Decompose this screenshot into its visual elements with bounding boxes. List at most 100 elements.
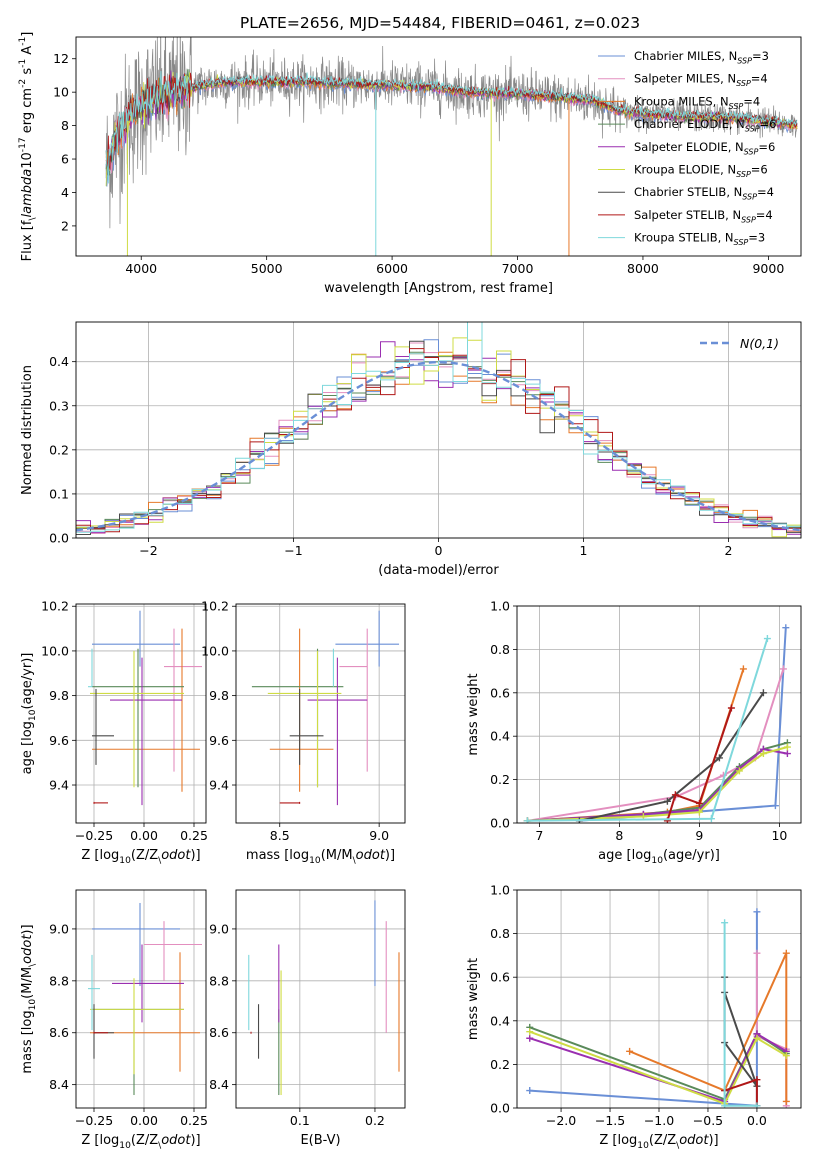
errorbar-point [92,628,200,792]
errorbar-point [110,657,182,806]
errorbar-point [289,688,324,765]
mass-weight-marker [715,754,723,762]
y-tick-label: 9.0 [209,921,229,936]
y-tick-label: 0.0 [490,1101,510,1116]
errorbar-point [144,921,202,981]
x-tick-label: 10 [771,828,787,843]
residuals-plot-area [76,322,801,538]
y-tick-label: 8.6 [49,1025,69,1040]
mass-weight-marker [753,1034,761,1042]
mass_vs_ebv-axes: 0.1 0.2 8.4 8.6 8.8 9.0 E(B-V) [209,890,405,1148]
errorbar-point [92,648,184,788]
legend-entry: Salpeter ELODIE, NSSP=6 [634,140,775,156]
legend-entry: Chabrier STELIB, NSSP=4 [634,185,774,201]
y-tick-label: 0.4 [49,354,69,369]
mass-weight-marker [782,624,790,632]
mass-weight-marker [526,1034,534,1042]
observed-spectrum-line [105,37,798,229]
y-axis-label: mass weight [466,673,481,755]
x-axis-label: E(B-V) [300,1133,340,1148]
x-axis-label: age [log10(age/yr)] [598,848,720,866]
mass-weight-line [666,707,733,822]
mass-weight-line [527,746,788,822]
x-tick-label: 8.5 [270,828,290,843]
x-tick-label: 4000 [125,261,157,276]
y-tick-label: 9.4 [209,778,229,793]
y-tick-label: 9.8 [209,688,229,703]
legend-entry: Kroupa MILES, NSSP=4 [634,94,760,110]
x-tick-label: 0.0 [747,1113,767,1128]
mass-weight-marker [753,949,761,957]
y-tick-label: 8.8 [209,973,229,988]
mass-weight-marker [782,949,790,957]
x-tick-label: 1 [580,543,588,558]
errorbar-point [307,657,368,806]
mass-weight-marker [759,750,767,758]
mass-weight-marker [523,817,531,823]
mass_vs_Z-frame [75,889,207,1109]
x-tick-label: 0.00 [130,828,158,843]
y-axis-label: mass weight [466,958,481,1040]
errorbar-point [112,944,184,1023]
normal-pdf-curve [76,360,801,532]
spectrum-axes: 4000 5000 6000 7000 8000 9000 2 4 6 8 10 12 waveleng… [18,32,784,296]
x-tick-label: 6000 [376,261,408,276]
mass_vs_ebv-plot-area [248,900,400,1096]
mass-weight-marker [721,1102,729,1108]
y-axis-label: Flux [f\lambda10-17 erg cm-2 s-1 A-1] [18,32,38,262]
age_vs_Z-frame [75,603,207,824]
age_vs_Z-axes: −0.25 0.00 0.25 9.4 9.6 9.8 10.0 10.2 Z [log10(Z… [20,599,208,866]
x-tick-label: 0.00 [130,1113,158,1128]
mass-weight-marker [695,799,703,807]
mass-weight-marker [721,919,729,927]
mass-weight-line [527,741,788,822]
mass_vs_ebv-frame [235,889,406,1109]
y-tick-label: 9.6 [209,733,229,748]
x-tick-label: −2.0 [546,1113,576,1128]
residual-histogram-step [76,339,801,529]
y-tick-label: 10.2 [41,599,69,614]
mass-weight-marker [783,743,791,751]
mass-weight-line [579,692,765,822]
residual-histogram-step [76,341,801,535]
y-tick-label: 0.4 [490,729,510,744]
mass-weight-marker [753,908,761,916]
x-tick-label: 9 [695,828,703,843]
mass-weight-marker [663,797,671,805]
y-tick-label: 8 [61,118,69,133]
x-tick-label: −1 [284,543,302,558]
y-tick-label: 4 [61,185,69,200]
y-axis-label: Normed distribution [20,365,35,495]
residual-legend: N(0,1) [700,336,779,351]
mass-weight-marker [695,808,703,816]
y-tick-label: 12 [53,51,69,66]
mass-weight-line [527,668,785,822]
x-tick-label: −0.5 [693,1113,723,1128]
figure-title: PLATE=2656, MJD=54484, FIBERID=0461, z=0… [240,14,640,32]
y-tick-label: 10.0 [201,643,229,658]
model-spectrum-line [105,70,798,184]
mass-weight-marker [727,704,735,712]
y-tick-label: 9.0 [49,921,69,936]
legend-entry: Chabrier MILES, NSSP=3 [634,49,769,65]
errorbar-point [90,952,200,1072]
mass-weight-marker [526,1087,534,1095]
errorbar-point [93,1004,114,1059]
mass_weight_vs_Z-axes: −2.0 −1.5 −1.0 −0.5 0.0 0.0 0.2 0.4 0.6 0.8 1.0 Z [… [466,883,801,1151]
legend-entry: Kroupa ELODIE, NSSP=6 [634,163,768,179]
errorbar-point [92,610,180,667]
age_vs_Z-plot-area [88,610,202,806]
mass-weight-marker [783,750,791,758]
mass-weight-line [529,911,758,1107]
mass-weight-marker [771,802,779,810]
y-tick-label: 0.8 [490,926,510,941]
y-tick-label: 0.6 [490,970,510,985]
x-tick-label: 7000 [502,261,534,276]
x-tick-label: 0 [435,543,443,558]
mass-weight-line [629,952,788,1102]
x-tick-label: −2 [139,543,157,558]
residual-histogram-step [76,322,801,533]
y-tick-label: 0.2 [49,442,69,457]
x-tick-label: −0.25 [75,1113,113,1128]
